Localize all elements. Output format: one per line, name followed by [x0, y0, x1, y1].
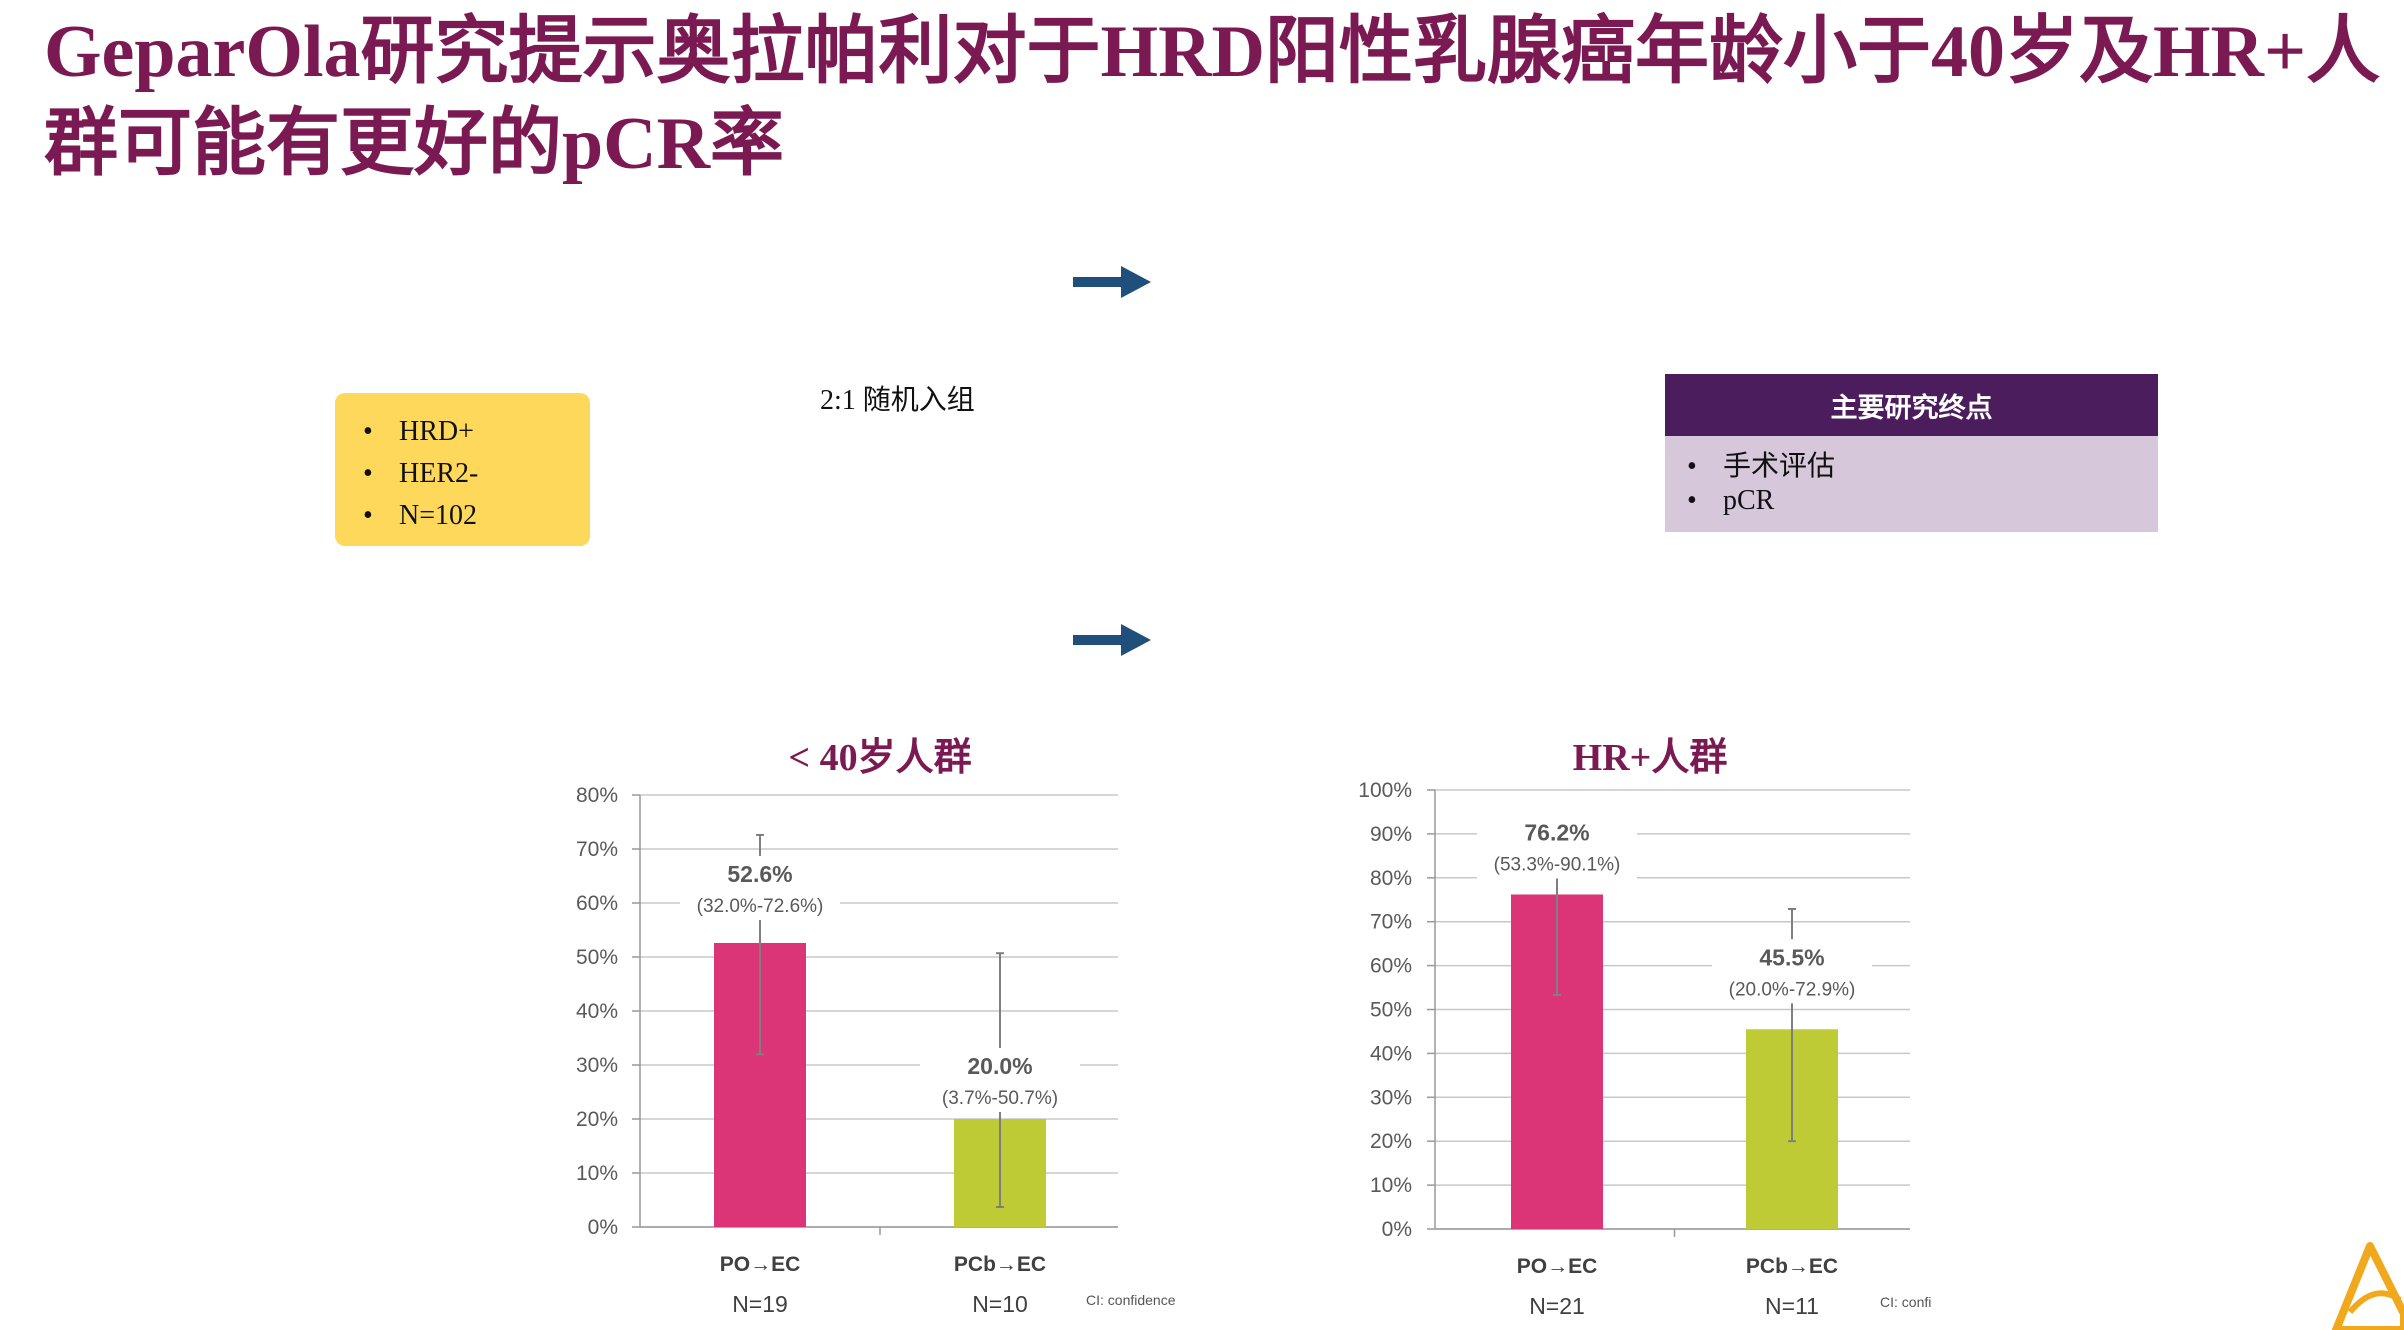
category-label: PCb→EC	[1746, 1255, 1838, 1278]
bar-chart-svg: 0% 10% 20% 30% 40% 50% 60% 70% 80% 52.6% (32.0%-72…	[576, 784, 1118, 1317]
chart-title: < 40岁人群	[788, 737, 972, 779]
bar-value-label: 76.2%	[1524, 819, 1589, 845]
bar-value-label: 20.0%	[967, 1053, 1032, 1079]
right-arrow-icon	[1073, 624, 1151, 656]
y-tick-label: 10%	[576, 1162, 618, 1185]
bar-value-label: 52.6%	[727, 861, 792, 887]
population-item: • HRD+	[363, 416, 474, 447]
population-item: • HER2-	[363, 458, 479, 489]
y-tick-label: 50%	[576, 946, 618, 969]
chart-under-40: < 40岁人群 0% 10% 20% 30% 40% 50% 60% 70% 80% 52.6% (…	[540, 722, 1220, 1330]
category-label: PCb→EC	[954, 1253, 1046, 1276]
population-box: • HRD+ • HER2- • N=102	[335, 393, 590, 546]
bar-chart-svg: 0% 10% 20% 30% 40% 50% 60% 70% 80% 90% 100% 76.2% (5…	[1358, 779, 1910, 1319]
category-label: PO→EC	[720, 1253, 801, 1276]
endpoint-item: • 手术评估	[1687, 451, 1836, 482]
category-label: PO→EC	[1517, 1255, 1598, 1278]
y-tick-label: 80%	[1370, 867, 1412, 890]
y-tick-label: 60%	[1370, 955, 1412, 978]
n-label: N=19	[732, 1291, 788, 1317]
ci-label: (20.0%-72.9%)	[1729, 979, 1856, 1000]
chart-title: HR+人群	[1572, 737, 1728, 779]
y-tick-label: 20%	[1370, 1130, 1412, 1153]
label-backdrop	[1477, 814, 1637, 879]
y-tick-label: 70%	[576, 838, 618, 861]
y-tick-label: 20%	[576, 1108, 618, 1131]
y-tick-label: 30%	[576, 1054, 618, 1077]
ci-note: CI: confidence	[1086, 1292, 1176, 1308]
label-backdrop	[1712, 939, 1872, 1004]
chart-hr-positive: HR+人群 0% 10% 20% 30% 40% 50% 60% 70% 80% 90% 100% 7…	[1330, 722, 1970, 1330]
bar-value-label: 45.5%	[1759, 944, 1824, 970]
y-tick-label: 100%	[1358, 779, 1412, 802]
y-tick-label: 0%	[588, 1216, 618, 1239]
y-tick-label: 0%	[1382, 1218, 1412, 1241]
n-label: N=11	[1765, 1293, 1819, 1319]
ci-label: (32.0%-72.6%)	[697, 896, 824, 917]
y-tick-label: 40%	[576, 1000, 618, 1023]
ci-label: (53.3%-90.1%)	[1494, 854, 1621, 875]
n-label: N=21	[1529, 1293, 1585, 1319]
endpoint-header: 主要研究终点	[1665, 374, 2158, 436]
label-backdrop	[680, 855, 840, 920]
population-item: • N=102	[363, 500, 478, 531]
y-tick-label: 90%	[1370, 823, 1412, 846]
ci-label: (3.7%-50.7%)	[942, 1088, 1058, 1109]
y-tick-label: 10%	[1370, 1174, 1412, 1197]
y-tick-label: 40%	[1370, 1042, 1412, 1065]
company-logo-icon	[2332, 1242, 2404, 1330]
n-label: N=10	[972, 1291, 1028, 1317]
label-backdrop	[920, 1048, 1080, 1112]
ci-note: CI: confi	[1880, 1294, 1932, 1310]
y-tick-label: 80%	[576, 784, 618, 807]
y-tick-label: 60%	[576, 892, 618, 915]
randomization-label: 2:1 随机入组	[820, 385, 975, 416]
right-arrow-icon	[1073, 266, 1151, 298]
y-tick-label: 30%	[1370, 1086, 1412, 1109]
page-title: GeparOla研究提示奥拉帕利对于HRD阳性乳腺癌年龄小于40岁及HR+人群可…	[44, 11, 2381, 185]
endpoint-box: • 手术评估 • pCR	[1665, 436, 2158, 532]
y-tick-label: 70%	[1370, 911, 1412, 934]
y-tick-label: 50%	[1370, 999, 1412, 1022]
endpoint-item: • pCR	[1687, 485, 1775, 516]
